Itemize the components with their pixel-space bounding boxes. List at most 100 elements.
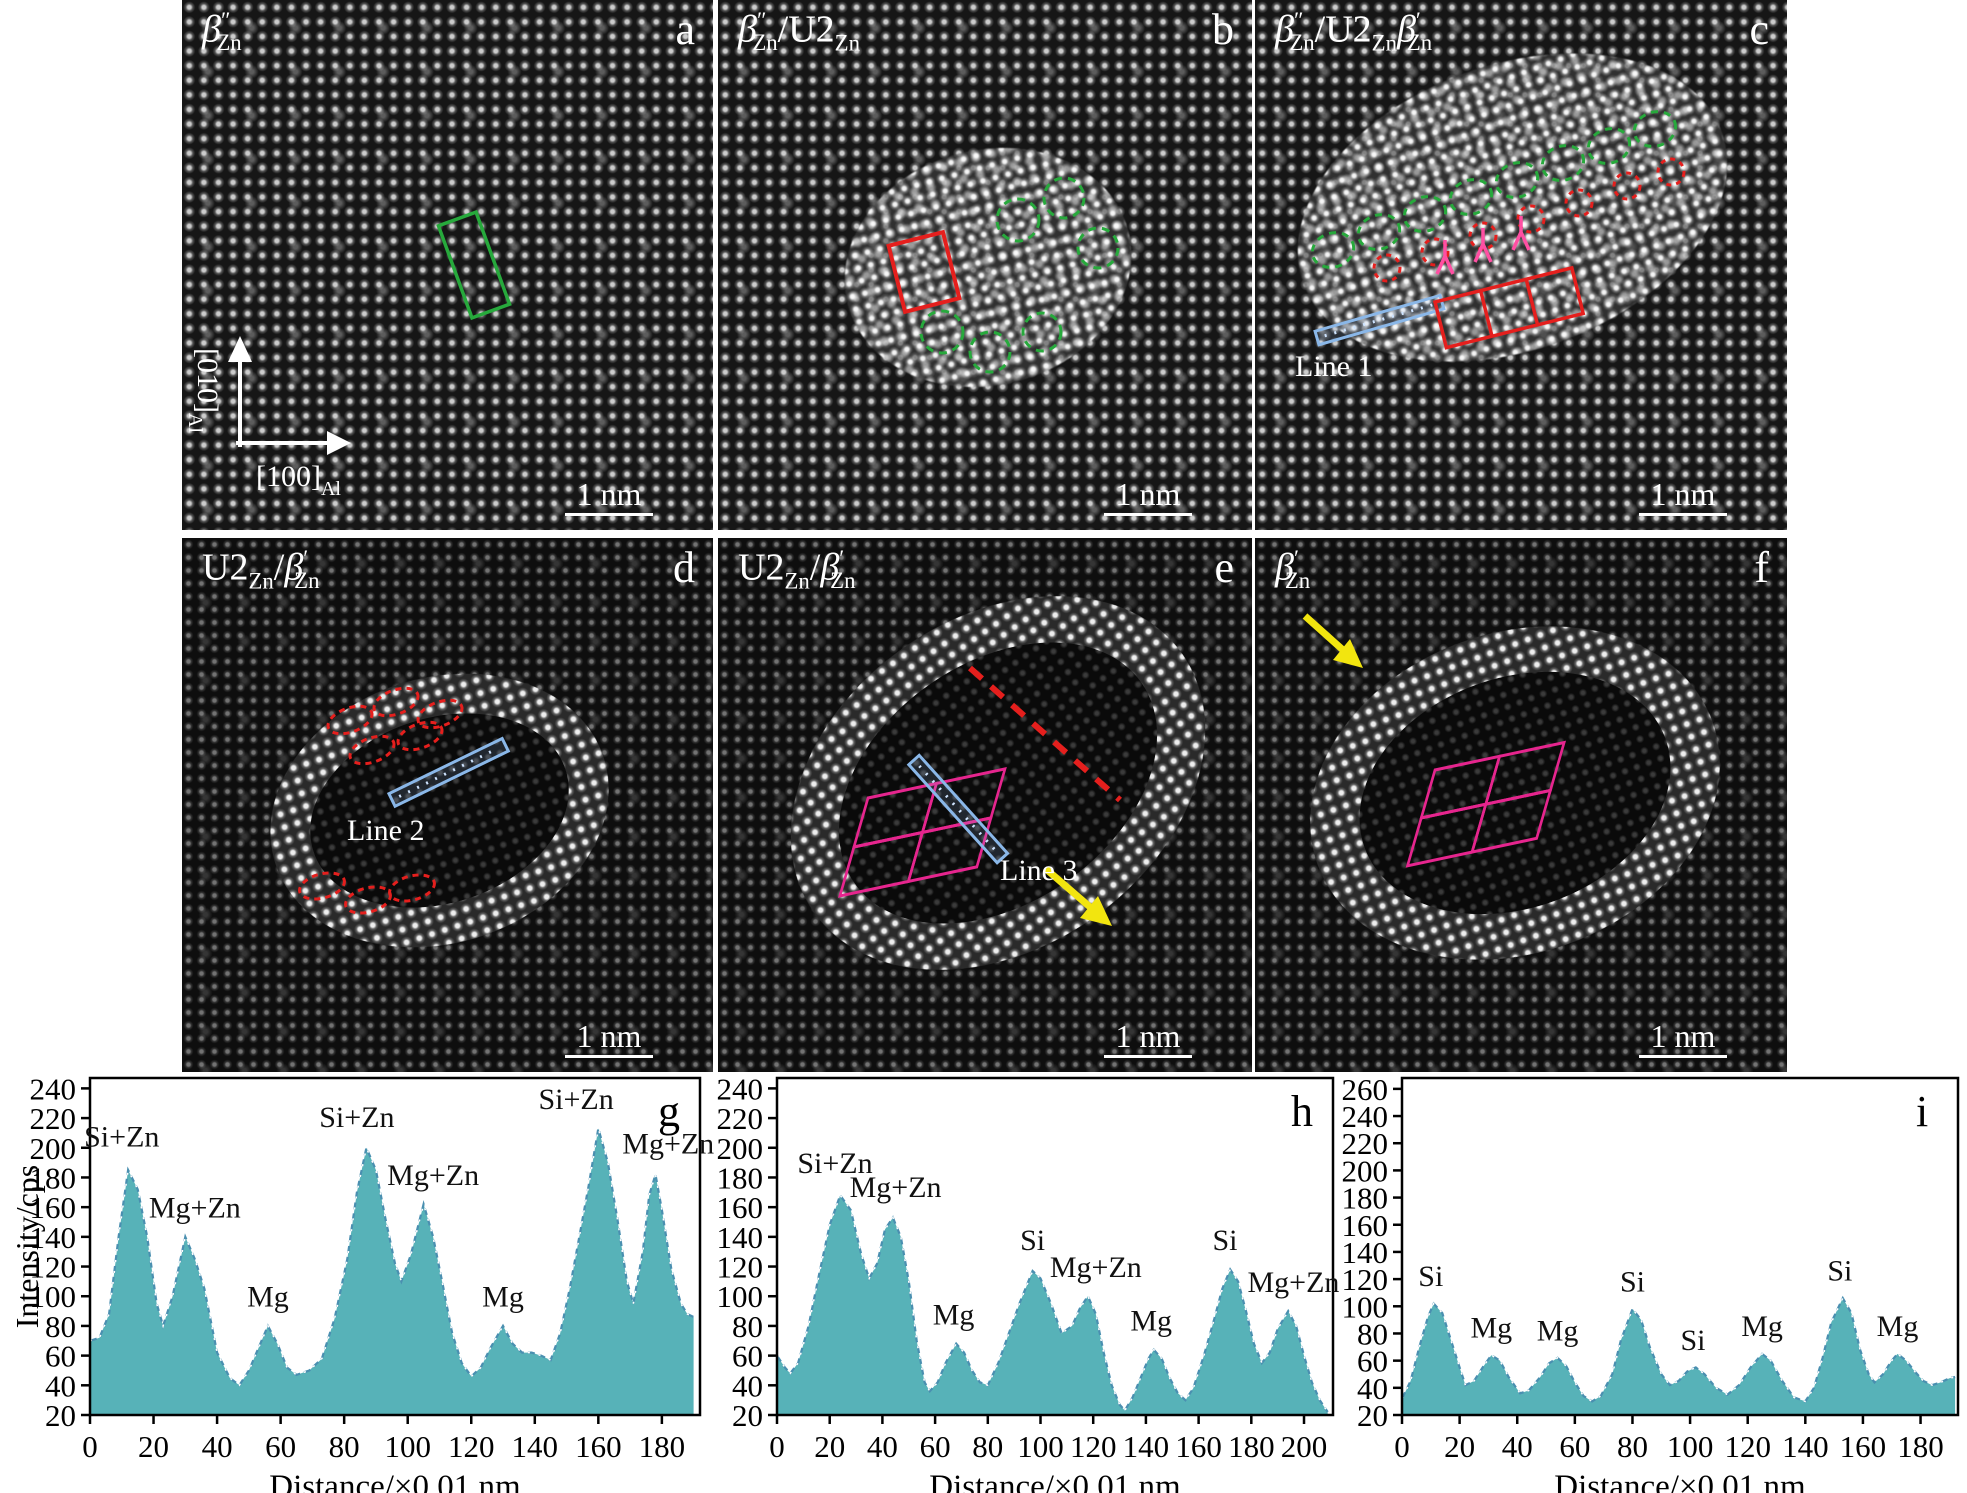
x-tick-label: 120 bbox=[1070, 1429, 1117, 1464]
panel-a-annotations: [010]Al [100]Al bbox=[184, 209, 512, 500]
area-fill bbox=[90, 1128, 694, 1415]
y-tick-label: 160 bbox=[1342, 1208, 1389, 1243]
peak-label: Mg+Zn bbox=[1248, 1266, 1340, 1299]
area-fill bbox=[1402, 1298, 1956, 1415]
x-tick-label: 120 bbox=[1724, 1429, 1771, 1464]
scale-bar-line bbox=[1639, 1055, 1727, 1058]
panel-letter: a bbox=[675, 5, 695, 54]
y-tick-label: 40 bbox=[1357, 1371, 1388, 1406]
peak-label: Mg bbox=[1537, 1314, 1579, 1347]
panel-label: β′Zn bbox=[1275, 546, 1311, 594]
peak-label: Mg+Zn bbox=[387, 1159, 479, 1192]
scale-bar: 1 nm bbox=[1104, 1020, 1192, 1058]
y-tick-label: 240 bbox=[1342, 1099, 1389, 1134]
y-tick-label: 160 bbox=[717, 1190, 764, 1225]
x-tick-label: 20 bbox=[138, 1429, 169, 1464]
x-tick-label: 80 bbox=[329, 1429, 360, 1464]
peak-label: Si+Zn bbox=[797, 1147, 872, 1180]
x-tick-label: 100 bbox=[1017, 1429, 1064, 1464]
peak-label: Si bbox=[1827, 1254, 1852, 1287]
x-tick-label: 0 bbox=[1394, 1429, 1410, 1464]
scale-bar: 1 nm bbox=[1639, 1020, 1727, 1058]
y-tick-label: 20 bbox=[732, 1398, 763, 1433]
scale-bar-line bbox=[1639, 513, 1727, 516]
area-fill bbox=[777, 1195, 1328, 1415]
x-tick-label: 120 bbox=[448, 1429, 495, 1464]
x-axis-label: Distance/×0.01 nm bbox=[1554, 1469, 1806, 1493]
x-tick-label: 180 bbox=[639, 1429, 686, 1464]
right-arrow-icon bbox=[327, 431, 351, 455]
x-tick-label: 160 bbox=[1175, 1429, 1222, 1464]
y-tick-label: 60 bbox=[45, 1339, 76, 1374]
panel-label: β″Zn/U2Znβ′Zn bbox=[1275, 8, 1433, 56]
y-tick-label: 200 bbox=[30, 1131, 77, 1166]
y-tick-label: 180 bbox=[30, 1160, 77, 1195]
line2-label: Line 2 bbox=[347, 814, 425, 847]
line3-label: Line 3 bbox=[1000, 854, 1078, 887]
peak-label: Si bbox=[1620, 1265, 1645, 1298]
y-tick-label: 200 bbox=[1342, 1153, 1389, 1188]
plot-frame bbox=[88, 1076, 702, 1417]
panel-b-micrograph: β″Zn/U2Zn b 1 nm bbox=[718, 0, 1252, 530]
magenta-unit-cells bbox=[837, 766, 1007, 898]
y-tick-label: 40 bbox=[732, 1368, 763, 1403]
peak-label: Mg+Zn bbox=[1050, 1251, 1142, 1284]
peak-label: Mg+Zn bbox=[850, 1171, 942, 1204]
scale-bar: 1 nm bbox=[1639, 478, 1727, 516]
y-tick-label: 220 bbox=[717, 1101, 764, 1136]
peak-label: Si bbox=[1418, 1260, 1443, 1293]
y-tick-label: 100 bbox=[717, 1279, 764, 1314]
x-tick-label: 140 bbox=[512, 1429, 559, 1464]
y-tick-label: 40 bbox=[45, 1368, 76, 1403]
y-tick-label: 140 bbox=[1342, 1235, 1389, 1270]
x-tick-label: 200 bbox=[1281, 1429, 1328, 1464]
yellow-arrow-icon bbox=[1043, 866, 1112, 926]
x-tick-label: 80 bbox=[1617, 1429, 1648, 1464]
scale-bar: 1 nm bbox=[565, 478, 653, 516]
x-tick-label: 140 bbox=[1123, 1429, 1170, 1464]
peak-label: Mg bbox=[1741, 1310, 1783, 1343]
x-tick-label: 180 bbox=[1897, 1429, 1944, 1464]
y-tick-label: 260 bbox=[1342, 1072, 1389, 1107]
line2-scan-marker bbox=[386, 736, 511, 809]
peak-label: Si+Zn bbox=[319, 1101, 394, 1134]
line1-scan-marker bbox=[1313, 293, 1446, 347]
scale-bar-line bbox=[565, 513, 653, 516]
area-edge bbox=[89, 1128, 695, 1387]
panel-label: β″Zn/U2Zn bbox=[738, 8, 860, 56]
x-tick-label: 100 bbox=[1667, 1429, 1714, 1464]
peak-label: Si bbox=[1212, 1224, 1237, 1257]
y-tick-label: 80 bbox=[732, 1309, 763, 1344]
x-tick-label: 60 bbox=[920, 1429, 951, 1464]
scale-bar: 1 nm bbox=[1104, 478, 1192, 516]
unit-cell-outline-red bbox=[886, 229, 962, 315]
axis-label-010: [010]Al bbox=[184, 348, 224, 433]
peak-label: Si+Zn bbox=[538, 1083, 613, 1116]
chart-letter: i bbox=[1916, 1087, 1928, 1136]
panel-b-annotations bbox=[886, 176, 1120, 374]
x-tick-label: 80 bbox=[972, 1429, 1003, 1464]
y-tick-label: 180 bbox=[717, 1160, 764, 1195]
y-tick-label: 120 bbox=[717, 1250, 764, 1285]
peak-label: Mg bbox=[933, 1298, 975, 1331]
unit-cell-strip-red bbox=[1432, 265, 1586, 350]
y-tick-label: 160 bbox=[30, 1190, 77, 1225]
line3-scan-marker bbox=[906, 753, 1010, 865]
panel-label: U2Zn/β′Zn bbox=[738, 546, 856, 594]
y-tick-label: 240 bbox=[30, 1071, 77, 1106]
green-dashed-ellipse-chain bbox=[1310, 110, 1678, 269]
peak-label: Mg+Zn bbox=[622, 1128, 714, 1161]
x-tick-label: 100 bbox=[384, 1429, 431, 1464]
magenta-unit-cells bbox=[1405, 740, 1567, 868]
y-tick-label: 20 bbox=[1357, 1398, 1388, 1433]
plot-frame bbox=[1400, 1076, 1960, 1417]
peak-label: Si bbox=[1680, 1324, 1705, 1357]
panel-d-annotations bbox=[298, 686, 511, 915]
peak-label: Mg bbox=[247, 1281, 289, 1314]
y-tick-label: 60 bbox=[1357, 1344, 1388, 1379]
panel-d-micrograph: U2Zn/β′Zn d Line 2 1 nm bbox=[182, 538, 713, 1072]
plot-frame bbox=[775, 1076, 1335, 1417]
